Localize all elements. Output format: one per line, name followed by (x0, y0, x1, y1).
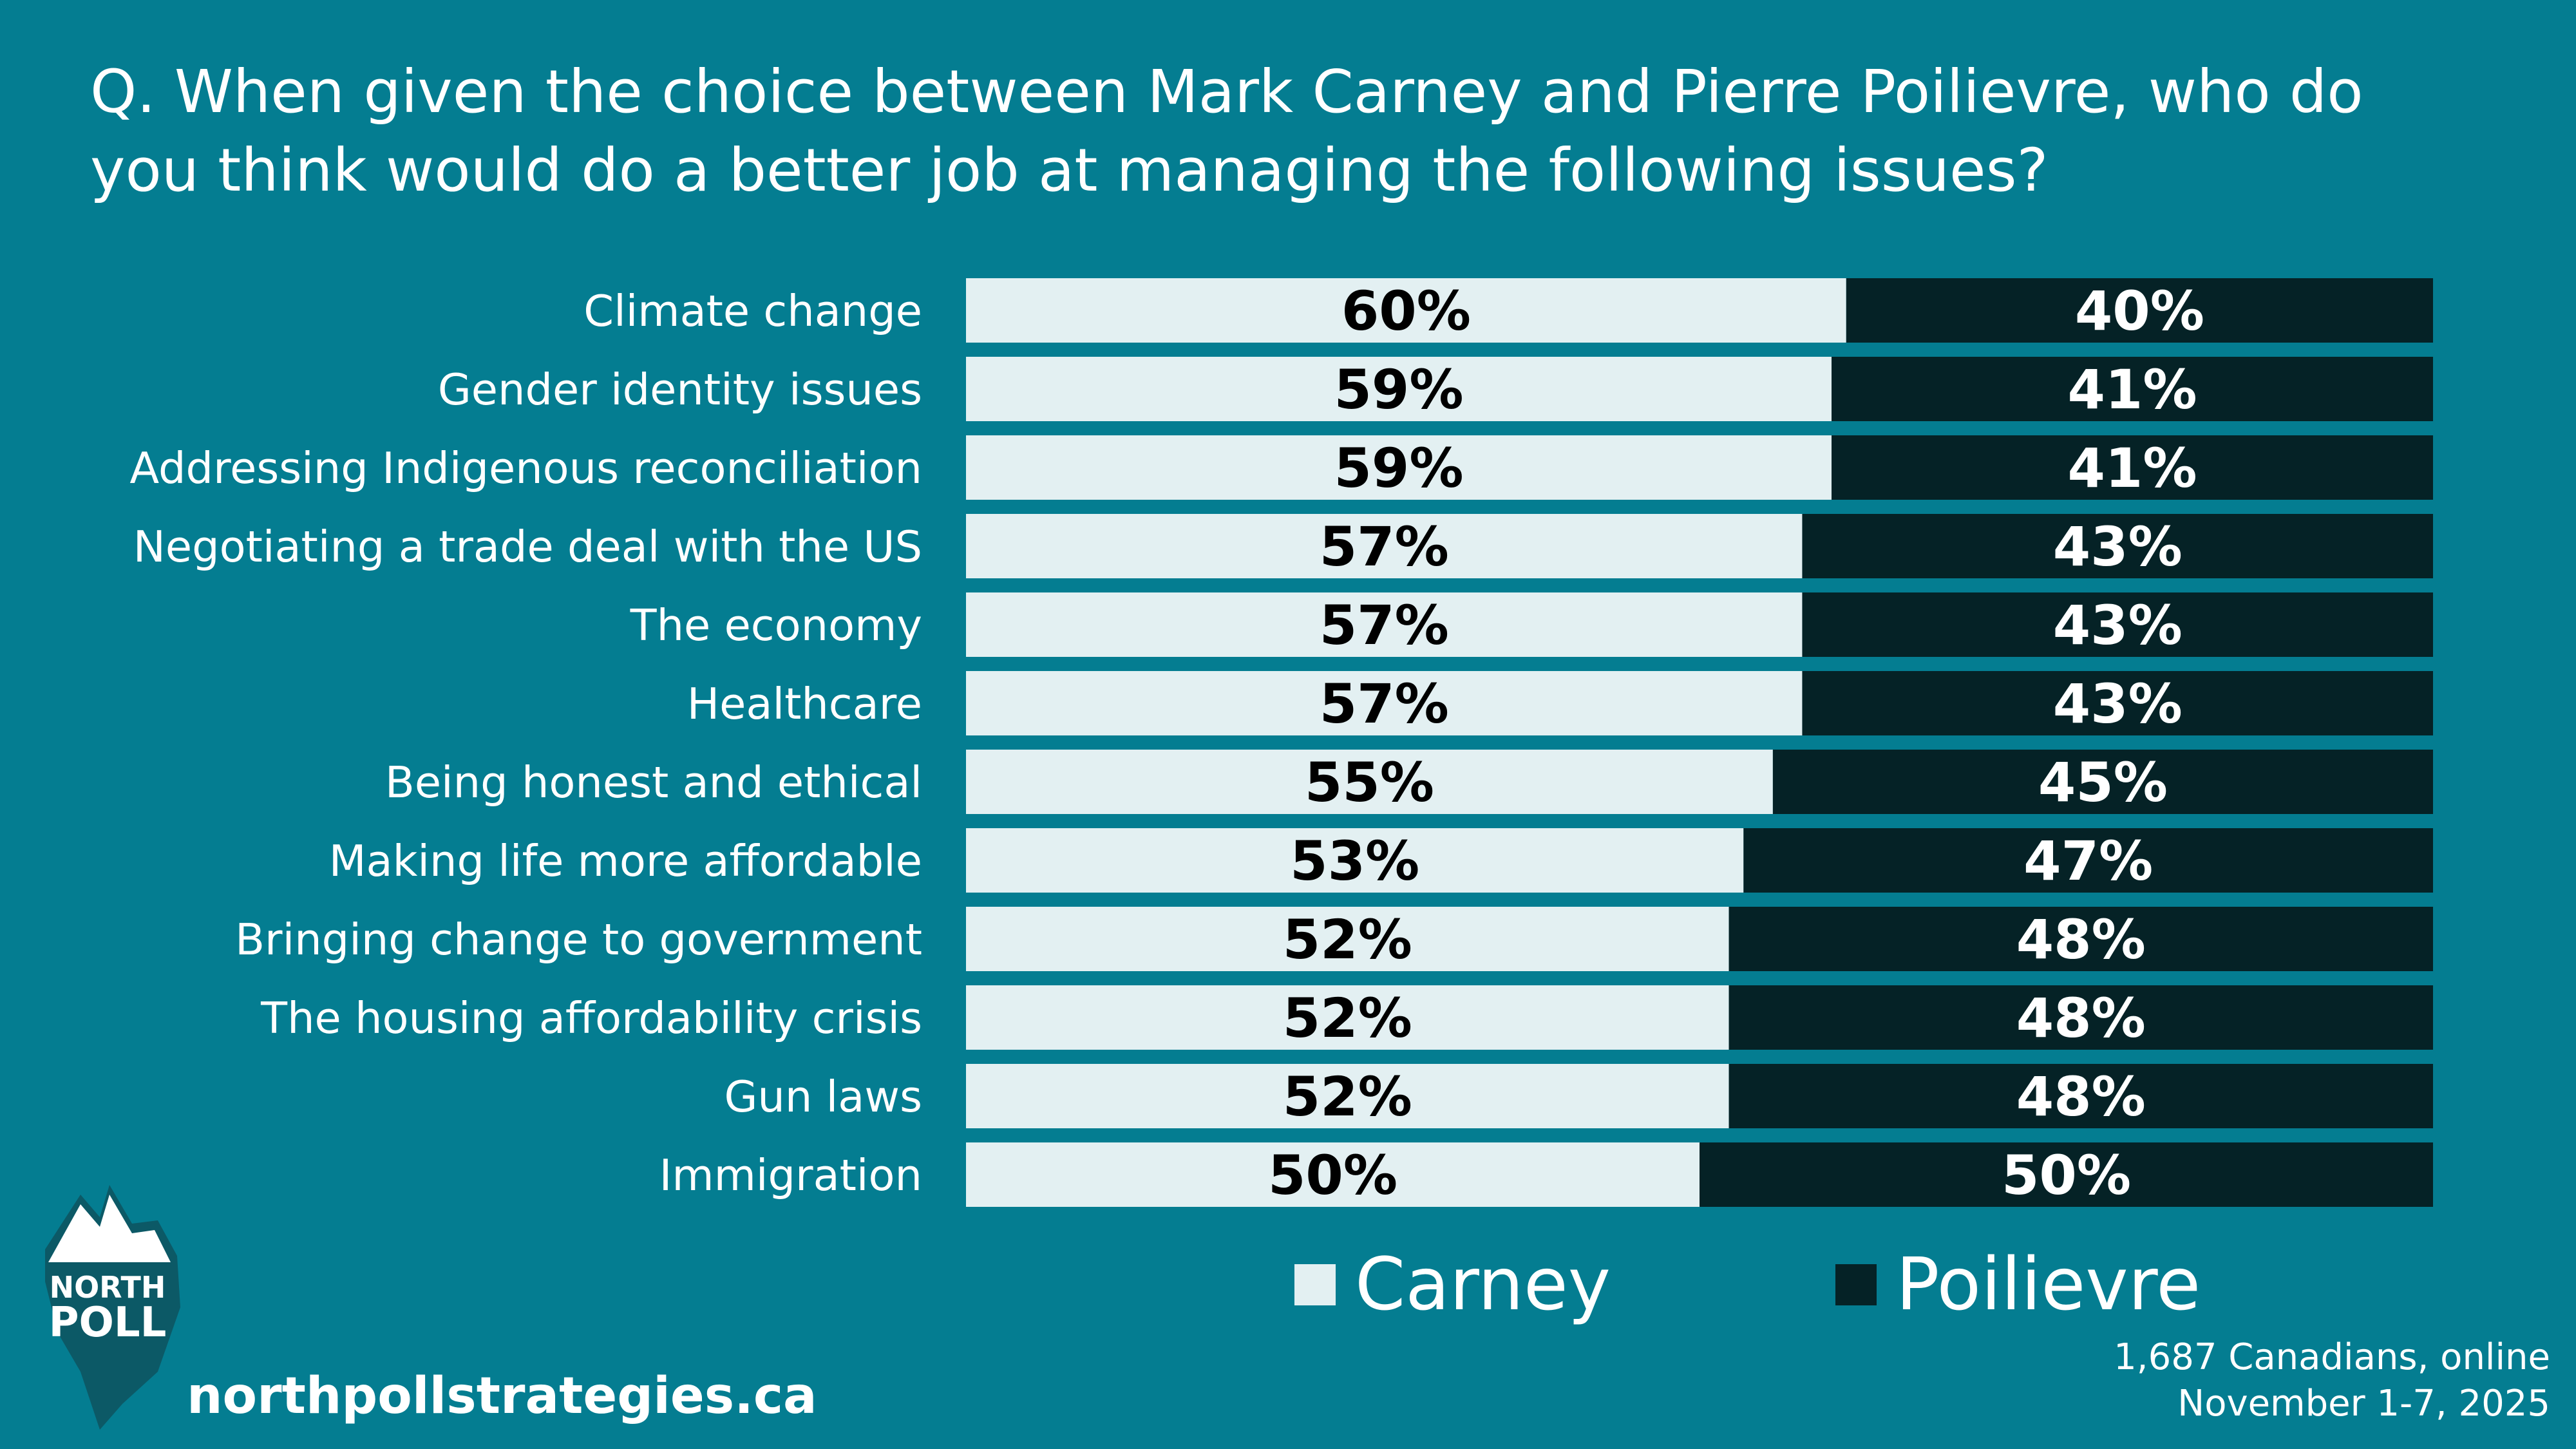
data-label-poilievre: 43% (2053, 672, 2183, 735)
data-label-carney: 53% (1290, 829, 1419, 893)
category-label: Being honest and ethical (385, 757, 922, 808)
data-label-poilievre: 41% (2067, 437, 2197, 500)
data-label-carney: 57% (1320, 515, 1449, 578)
category-label: Climate change (583, 286, 922, 336)
bar-carney (966, 278, 1846, 343)
bar-carney (966, 750, 1773, 814)
source-dates: November 1-7, 2025 (2177, 1383, 2550, 1425)
data-label-poilievre: 48% (2016, 1065, 2146, 1128)
data-label-poilievre: 40% (2075, 279, 2204, 343)
category-label: Healthcare (687, 679, 922, 729)
bar-carney (966, 1142, 1700, 1207)
source-sample: 1,687 Canadians, online (2114, 1336, 2550, 1378)
data-label-carney: 60% (1341, 279, 1471, 343)
category-label: Addressing Indigenous reconciliation (129, 443, 922, 493)
data-label-carney: 57% (1320, 594, 1449, 657)
data-label-poilievre: 41% (2067, 358, 2197, 421)
bar-poilievre (1802, 592, 2433, 657)
legend-swatch-poilievre (1835, 1264, 1877, 1305)
bar-carney (966, 514, 1803, 578)
category-label: Bringing change to government (235, 914, 922, 965)
legend-label-carney: Carney (1355, 1243, 1611, 1327)
data-label-carney: 52% (1283, 987, 1412, 1050)
website-url: northpollstrategies.ca (187, 1367, 817, 1425)
data-label-carney: 59% (1334, 358, 1463, 421)
bar-carney (966, 671, 1803, 735)
data-label-poilievre: 43% (2053, 515, 2183, 578)
data-label-carney: 50% (1268, 1144, 1397, 1207)
category-label: The housing affordability crisis (260, 993, 922, 1043)
data-label-poilievre: 50% (2002, 1144, 2131, 1207)
category-label: Making life more affordable (329, 836, 922, 886)
data-label-carney: 57% (1320, 672, 1449, 735)
category-label: Gender identity issues (438, 365, 922, 415)
logo-text-poll: POLL (49, 1299, 167, 1347)
data-label-carney: 52% (1283, 1065, 1412, 1128)
data-label-poilievre: 45% (2038, 751, 2168, 814)
bar-poilievre (1728, 907, 2433, 971)
iceberg-peak-icon (48, 1195, 171, 1262)
bar-carney (966, 592, 1803, 657)
bar-poilievre (1846, 278, 2433, 343)
category-label: Negotiating a trade deal with the US (133, 522, 922, 572)
bar-carney (966, 985, 1729, 1050)
chart-title: Q. When given the choice between Mark Ca… (90, 57, 2363, 205)
bar-poilievre (1728, 1064, 2433, 1128)
bar-poilievre (1772, 750, 2433, 814)
bar-poilievre (1728, 985, 2433, 1050)
bar-carney (966, 435, 1832, 500)
source-note: 1,687 Canadians, online November 1-7, 20… (2114, 1334, 2550, 1427)
data-label-poilievre: 48% (2016, 908, 2146, 971)
bar-poilievre (1743, 828, 2433, 893)
data-label-poilievre: 48% (2016, 987, 2146, 1050)
bar-poilievre (1700, 1142, 2433, 1207)
bar-poilievre (1802, 671, 2433, 735)
bar-poilievre (1832, 435, 2433, 500)
data-label-poilievre: 43% (2053, 594, 2183, 657)
legend: Carney Poilievre (0, 1243, 2576, 1327)
data-label-carney: 52% (1283, 908, 1412, 971)
bar-carney (966, 357, 1832, 421)
category-label: Gun laws (724, 1072, 922, 1122)
legend-item-poilievre: Poilievre (1835, 1243, 2201, 1327)
legend-swatch-carney (1294, 1264, 1336, 1305)
bar-poilievre (1802, 514, 2433, 578)
category-label: Immigration (659, 1150, 922, 1200)
legend-label-poilievre: Poilievre (1896, 1243, 2201, 1327)
bar-carney (966, 1064, 1729, 1128)
bar-carney (966, 907, 1729, 971)
bar-poilievre (1832, 357, 2433, 421)
category-label: The economy (630, 600, 922, 650)
data-label-carney: 55% (1305, 751, 1434, 814)
logo-text-north: NORTH (50, 1270, 166, 1305)
data-label-poilievre: 47% (2023, 829, 2153, 893)
north-poll-logo: NORTH POLL (45, 1185, 180, 1430)
bar-carney (966, 828, 1744, 893)
legend-item-carney: Carney (1294, 1243, 1611, 1327)
data-label-carney: 59% (1334, 437, 1463, 500)
